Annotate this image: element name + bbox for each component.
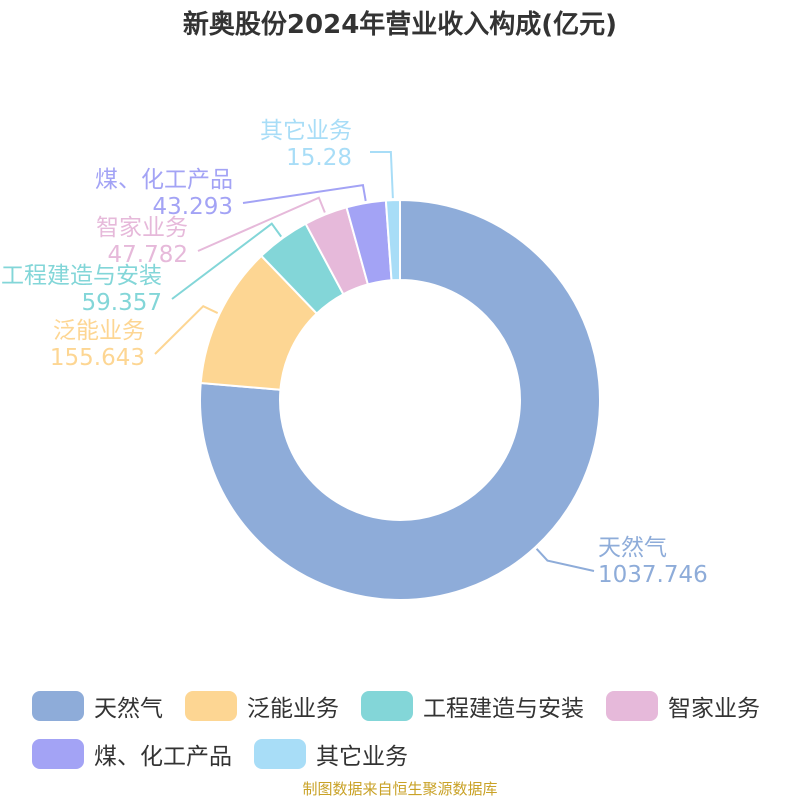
leader-line-other <box>370 151 394 199</box>
slice-value-coal-chemical: 43.293 <box>153 194 233 220</box>
slice-label-coal-chemical: 煤、化工产品 <box>95 167 233 193</box>
slice-other[interactable] <box>384 198 401 282</box>
legend-swatch-other <box>254 739 306 769</box>
legend-label-other: 其它业务 <box>316 744 408 770</box>
slice-label-engineering: 工程建造与安装 <box>1 263 162 289</box>
legend-item-engineering[interactable]: 工程建造与安装 <box>361 689 584 723</box>
legend-label-energy: 泛能业务 <box>247 696 339 722</box>
chart-legend: 天然气 泛能业务 工程建造与安装 智家业务 煤、化工产品 其它业务 <box>32 684 792 780</box>
slice-value-engineering: 59.357 <box>82 290 162 316</box>
legend-label-smart-home: 智家业务 <box>668 696 760 722</box>
slice-label-natural-gas: 天然气 <box>598 535 667 561</box>
source-note: 制图数据来自恒生聚源数据库 <box>302 780 498 798</box>
legend-swatch-coal-chemical <box>32 739 84 769</box>
legend-label-natural-gas: 天然气 <box>94 696 163 722</box>
slice-value-energy: 155.643 <box>50 345 145 371</box>
legend-swatch-natural-gas <box>32 691 84 721</box>
legend-swatch-energy <box>185 691 237 721</box>
leader-line-engineering <box>171 222 282 300</box>
chart-title: 新奥股份2024年营业收入构成(亿元) <box>182 10 618 40</box>
legend-label-engineering: 工程建造与安装 <box>423 696 584 722</box>
legend-row-2: 煤、化工产品 其它业务 <box>32 732 792 776</box>
leader-line-natural-gas <box>535 548 595 572</box>
leader-line-energy <box>154 304 219 355</box>
legend-swatch-engineering <box>361 691 413 721</box>
slice-value-natural-gas: 1037.746 <box>598 562 708 588</box>
legend-swatch-smart-home <box>606 691 658 721</box>
slice-value-other: 15.28 <box>286 145 352 171</box>
legend-row-1: 天然气 泛能业务 工程建造与安装 智家业务 <box>32 684 792 728</box>
slice-value-smart-home: 47.782 <box>108 242 188 268</box>
leader-line-smart-home <box>197 196 326 252</box>
slice-label-other: 其它业务 <box>260 118 352 144</box>
legend-item-coal-chemical[interactable]: 煤、化工产品 <box>32 737 232 771</box>
legend-item-smart-home[interactable]: 智家业务 <box>606 689 760 723</box>
legend-item-natural-gas[interactable]: 天然气 <box>32 689 163 723</box>
leader-line-coal-chemical <box>242 184 367 204</box>
legend-item-energy[interactable]: 泛能业务 <box>185 689 339 723</box>
slice-natural-gas[interactable] <box>199 198 601 601</box>
slice-label-smart-home: 智家业务 <box>96 215 188 241</box>
legend-item-other[interactable]: 其它业务 <box>254 737 408 771</box>
slice-label-energy: 泛能业务 <box>53 318 145 344</box>
legend-label-coal-chemical: 煤、化工产品 <box>94 744 232 770</box>
